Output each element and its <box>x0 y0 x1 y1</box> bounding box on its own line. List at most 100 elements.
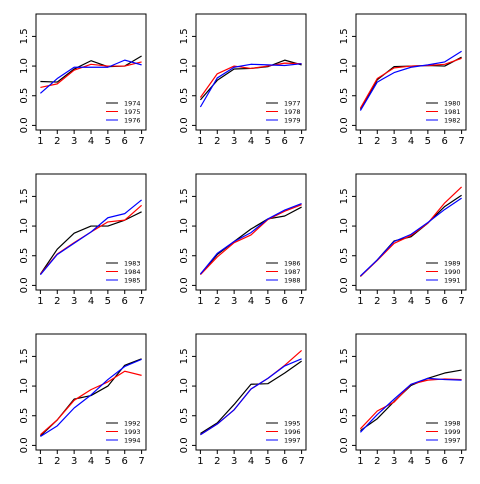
x-tick-label: 5 <box>265 136 271 147</box>
x-tick-label: 4 <box>408 136 414 147</box>
series-line-1994 <box>40 358 142 438</box>
legend-label: 1999 <box>444 428 461 436</box>
x-tick-label: 4 <box>408 296 414 307</box>
legend-label: 1975 <box>124 108 141 116</box>
y-tick-label: 0.5 <box>19 248 30 264</box>
y-tick-label: 0.0 <box>179 277 190 293</box>
series-line-1975 <box>40 61 142 89</box>
y-tick-label: 0.5 <box>339 248 350 264</box>
x-tick-label: 4 <box>88 136 94 147</box>
legend-label: 1985 <box>124 276 141 284</box>
legend-label: 1997 <box>444 436 461 444</box>
y-tick-label: 0.5 <box>179 248 190 264</box>
x-tick-label: 6 <box>282 456 288 467</box>
x-tick-label: 7 <box>298 136 304 147</box>
legend-label: 1979 <box>284 116 301 124</box>
x-tick-label: 4 <box>248 296 254 307</box>
y-tick-label: 1.5 <box>19 348 30 364</box>
x-tick-label: 7 <box>458 136 464 147</box>
x-tick-label: 3 <box>71 456 77 467</box>
x-tick-label: 6 <box>122 136 128 147</box>
x-tick-label: 5 <box>425 296 431 307</box>
x-tick-label: 6 <box>442 136 448 147</box>
x-tick-label: 2 <box>54 136 60 147</box>
legend-label: 1993 <box>124 428 141 436</box>
y-tick-label: 0.0 <box>339 117 350 133</box>
x-tick-label: 3 <box>391 136 397 147</box>
x-tick-label: 1 <box>197 296 203 307</box>
series-line-1997 <box>359 377 462 433</box>
y-tick-label: 0.0 <box>339 437 350 453</box>
x-tick-label: 1 <box>197 136 203 147</box>
y-tick-label: 1.0 <box>19 218 30 234</box>
x-tick-label: 4 <box>88 296 94 307</box>
y-tick-label: 0.5 <box>179 408 190 424</box>
legend-label: 1980 <box>444 99 461 107</box>
y-tick-label: 1.0 <box>179 58 190 74</box>
x-tick-label: 4 <box>248 136 254 147</box>
y-tick-label: 1.0 <box>19 378 30 394</box>
series-line-1981 <box>359 57 462 109</box>
x-tick-label: 4 <box>408 456 414 467</box>
x-tick-label: 2 <box>374 296 380 307</box>
x-tick-label: 2 <box>374 456 380 467</box>
legend-label: 1976 <box>124 116 141 124</box>
y-tick-label: 1.0 <box>179 218 190 234</box>
x-tick-label: 2 <box>374 136 380 147</box>
legend-label: 1997 <box>284 436 301 444</box>
y-tick-label: 0.0 <box>179 437 190 453</box>
x-tick-label: 1 <box>37 296 43 307</box>
legend-label: 1998 <box>444 419 461 427</box>
legend-label: 1994 <box>124 436 141 444</box>
y-tick-label: 0.5 <box>339 88 350 104</box>
x-tick-label: 2 <box>214 296 220 307</box>
y-tick-label: 1.0 <box>19 58 30 74</box>
x-tick-label: 5 <box>265 296 271 307</box>
y-tick-label: 1.5 <box>19 28 30 44</box>
series-line-1995 <box>200 360 302 435</box>
series-line-1978 <box>199 62 302 98</box>
series-line-1998 <box>360 369 462 432</box>
series-line-1986 <box>199 206 302 275</box>
x-tick-label: 1 <box>37 136 43 147</box>
legend-label: 1978 <box>284 108 301 116</box>
x-tick-label: 7 <box>138 296 144 307</box>
x-tick-label: 5 <box>425 136 431 147</box>
x-tick-label: 4 <box>248 456 254 467</box>
x-tick-label: 3 <box>391 296 397 307</box>
series-line-1993 <box>40 370 142 436</box>
legend-label: 1996 <box>284 428 301 436</box>
x-tick-label: 7 <box>298 296 304 307</box>
x-tick-label: 2 <box>214 456 220 467</box>
x-tick-label: 6 <box>442 456 448 467</box>
y-tick-label: 0.5 <box>19 408 30 424</box>
legend-label: 1990 <box>444 268 461 276</box>
x-tick-label: 2 <box>54 296 60 307</box>
legend-label: 1984 <box>124 268 141 276</box>
legend-label: 1989 <box>444 259 461 267</box>
series-line-1997 <box>200 358 302 436</box>
x-tick-label: 5 <box>105 456 111 467</box>
y-tick-label: 1.0 <box>179 378 190 394</box>
y-tick-label: 1.5 <box>179 28 190 44</box>
x-tick-label: 6 <box>282 136 288 147</box>
x-tick-label: 3 <box>71 136 77 147</box>
x-tick-label: 6 <box>122 456 128 467</box>
x-tick-label: 2 <box>214 136 220 147</box>
x-tick-label: 5 <box>105 136 111 147</box>
y-tick-label: 0.5 <box>179 88 190 104</box>
x-tick-label: 3 <box>391 456 397 467</box>
x-tick-label: 7 <box>458 456 464 467</box>
x-tick-label: 7 <box>138 136 144 147</box>
x-tick-label: 4 <box>88 456 94 467</box>
x-tick-label: 5 <box>425 456 431 467</box>
legend-label: 1983 <box>124 259 141 267</box>
x-tick-label: 1 <box>197 456 203 467</box>
y-tick-label: 1.5 <box>179 348 190 364</box>
series-line-1985 <box>39 199 142 276</box>
y-tick-label: 1.5 <box>19 188 30 204</box>
x-tick-label: 3 <box>231 296 237 307</box>
